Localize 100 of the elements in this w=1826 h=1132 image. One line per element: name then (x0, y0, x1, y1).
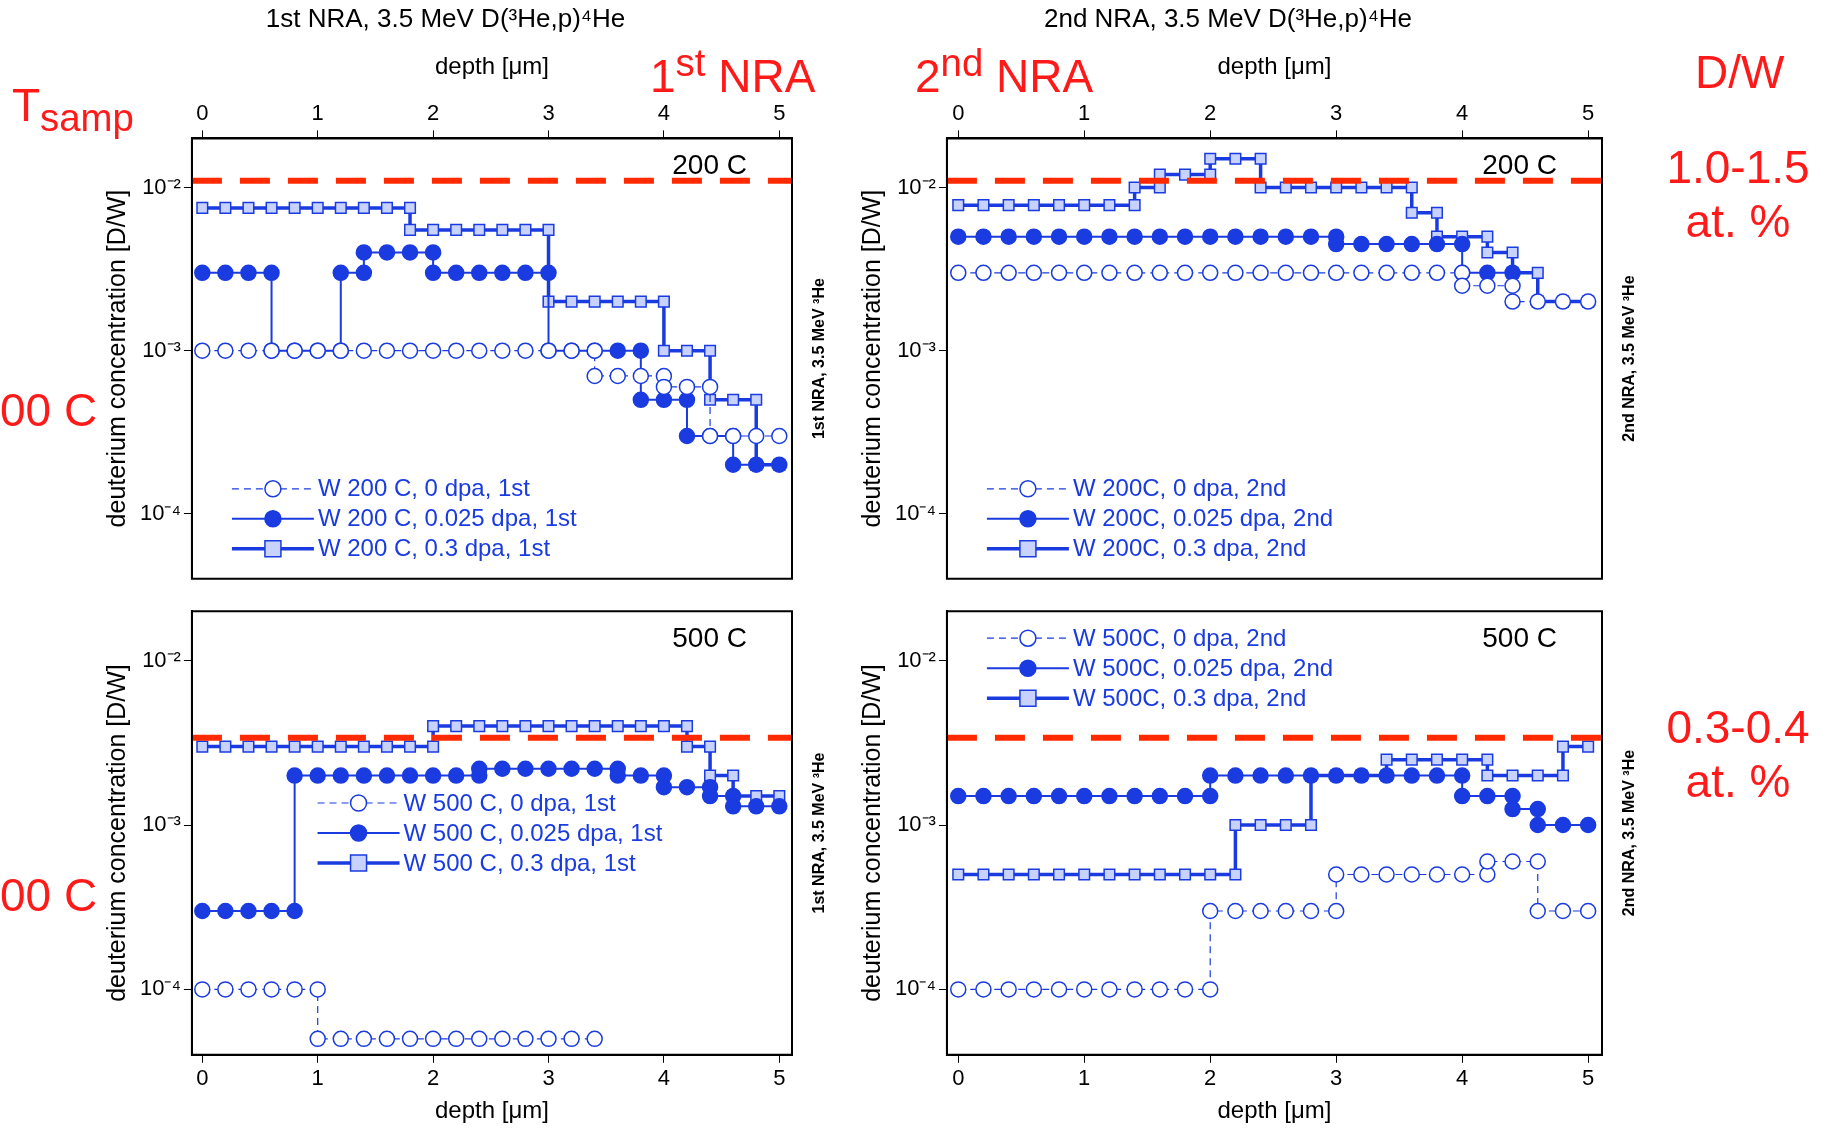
point (1101, 981, 1118, 998)
point (1229, 818, 1242, 832)
point (727, 769, 740, 782)
point (380, 201, 393, 214)
point (1403, 235, 1421, 253)
x-tick-label: 1 (311, 1065, 324, 1091)
point (471, 264, 488, 282)
point (447, 264, 465, 282)
point (1453, 235, 1471, 253)
point (542, 223, 555, 236)
y-tick-label: 10⁻⁴ (139, 975, 181, 1001)
point (403, 223, 417, 236)
x-tick-label: 0 (196, 100, 209, 126)
point (240, 902, 257, 920)
point (1430, 206, 1444, 219)
point (1151, 787, 1169, 805)
point (447, 1030, 465, 1048)
point (447, 767, 465, 784)
point (1000, 981, 1017, 998)
point (1380, 753, 1393, 766)
x-tick-label: 5 (773, 100, 786, 126)
text: 00 C (0, 868, 98, 922)
point (1481, 230, 1494, 243)
point (1178, 868, 1192, 881)
point (355, 767, 373, 784)
point (1204, 152, 1217, 165)
annotation: 200 C (1482, 149, 1557, 181)
x-tick-label: 2 (426, 1065, 440, 1091)
legend-label: W 500C, 0.3 dpa, 2nd (1072, 683, 1307, 711)
point (1556, 769, 1569, 782)
point (1529, 800, 1546, 818)
point (724, 456, 742, 473)
point (355, 264, 373, 282)
point (288, 740, 301, 753)
point (1353, 235, 1370, 253)
point (194, 342, 211, 359)
point (424, 767, 442, 784)
point (1126, 228, 1143, 245)
point (747, 798, 765, 815)
point (1075, 228, 1093, 245)
point (1579, 816, 1597, 834)
point (1201, 767, 1219, 784)
point (1481, 769, 1494, 782)
point (196, 740, 209, 753)
point (1000, 787, 1017, 805)
point (1355, 181, 1368, 194)
point (609, 342, 626, 359)
point (194, 902, 211, 920)
point (1227, 767, 1244, 784)
point (1430, 753, 1444, 766)
point (1254, 818, 1267, 832)
point (401, 1030, 419, 1048)
point (263, 902, 280, 920)
point (540, 760, 557, 778)
point (952, 199, 965, 212)
point (286, 767, 303, 784)
point (609, 367, 626, 385)
x-axis-title: depth [μm] (435, 52, 549, 80)
point (1151, 264, 1169, 282)
chart-title: 1st NRA, 3.5 MeV D(³He,p)⁴He (265, 2, 626, 33)
point (427, 720, 440, 733)
annotation: 500 C (1482, 621, 1557, 653)
point (1025, 981, 1043, 998)
point (473, 223, 486, 236)
point (334, 201, 347, 214)
point (1050, 787, 1068, 805)
point (450, 720, 463, 733)
point (427, 223, 440, 236)
point (1178, 168, 1192, 181)
legend-label: W 200C, 0.3 dpa, 2nd (1072, 534, 1307, 562)
point (678, 778, 696, 796)
point (1302, 228, 1320, 245)
point (427, 740, 440, 753)
point (519, 720, 532, 733)
x-tick-label: 4 (1456, 1065, 1469, 1091)
x-tick-label: 5 (1582, 1065, 1595, 1091)
y-tick-label: 10⁻³ (142, 336, 181, 362)
point (975, 228, 992, 245)
annotation: 200 C (672, 149, 747, 181)
legend-label: W 500 C, 0 dpa, 1st (403, 788, 616, 816)
point (1101, 787, 1118, 805)
point (1201, 981, 1219, 998)
point (1353, 264, 1370, 282)
text: 2$^{nd}$ NRA (915, 41, 1094, 103)
point (1506, 246, 1519, 259)
point (311, 740, 324, 753)
point (680, 720, 694, 733)
point (1403, 264, 1421, 282)
point (242, 740, 255, 753)
point (1075, 787, 1093, 805)
point (219, 740, 232, 753)
point (1176, 787, 1194, 805)
point (1103, 199, 1116, 212)
legend-label: W 200 C, 0.025 dpa, 1st (317, 504, 578, 532)
point (750, 393, 763, 406)
point (1531, 769, 1544, 782)
point (355, 244, 373, 261)
point (704, 344, 717, 357)
point (586, 760, 603, 778)
point (447, 342, 465, 359)
